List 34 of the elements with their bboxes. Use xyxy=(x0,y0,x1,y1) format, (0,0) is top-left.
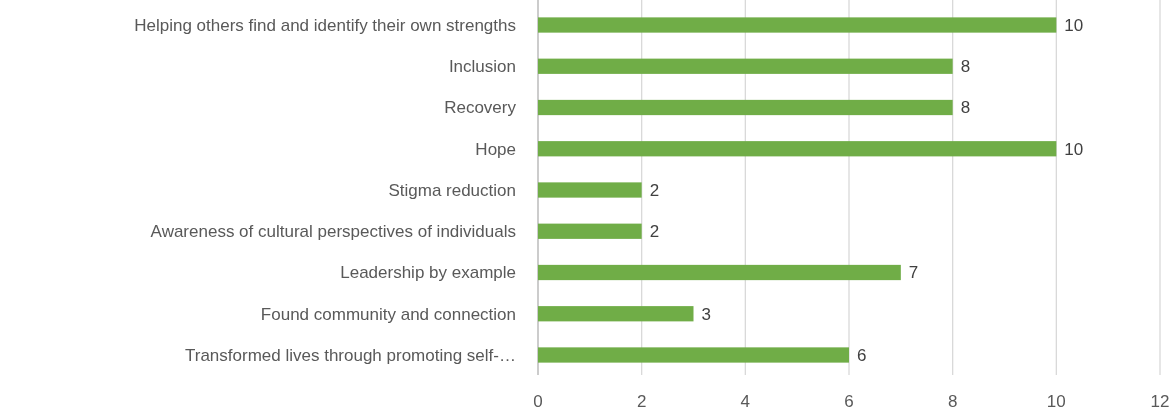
data-label: 10 xyxy=(1064,139,1084,159)
bar xyxy=(538,141,1057,157)
y-tick-label: Helping others find and identify their own strengths xyxy=(134,15,516,35)
x-tick-label: 8 xyxy=(947,392,958,411)
y-tick-label: Transformed lives through promoting self-… xyxy=(184,345,516,365)
data-label: 8 xyxy=(960,98,971,118)
y-tick-label: Stigma reduction xyxy=(388,180,516,200)
data-label: 2 xyxy=(649,222,660,242)
x-tick-label: 6 xyxy=(844,392,854,411)
x-tick-label: 0 xyxy=(533,392,543,411)
y-tick-label: Recovery xyxy=(444,98,517,118)
data-label: 3 xyxy=(701,304,711,324)
data-label: 7 xyxy=(908,263,919,283)
bar xyxy=(538,17,1057,33)
bar xyxy=(538,58,953,74)
y-tick-label: Inclusion xyxy=(448,57,516,77)
bar xyxy=(538,264,901,281)
data-label: 10 xyxy=(1064,15,1084,35)
bar xyxy=(538,306,694,322)
bar xyxy=(538,347,849,363)
y-tick-label: Hope xyxy=(475,139,516,159)
bar xyxy=(538,223,642,239)
bar xyxy=(538,99,953,116)
x-tick-label: 10 xyxy=(1046,392,1066,411)
y-tick-label: Awareness of cultural perspectives of individuals xyxy=(150,222,516,242)
bar xyxy=(538,182,642,198)
x-tick-label: 2 xyxy=(636,392,647,411)
y-tick-label: Found community and connection xyxy=(260,304,516,324)
x-tick-label: 4 xyxy=(740,392,751,411)
data-label: 2 xyxy=(649,180,660,200)
y-tick-label: Leadership by example xyxy=(340,263,516,283)
data-label: 6 xyxy=(857,345,867,365)
data-label: 8 xyxy=(960,57,971,77)
x-tick-label: 12 xyxy=(1150,392,1170,411)
